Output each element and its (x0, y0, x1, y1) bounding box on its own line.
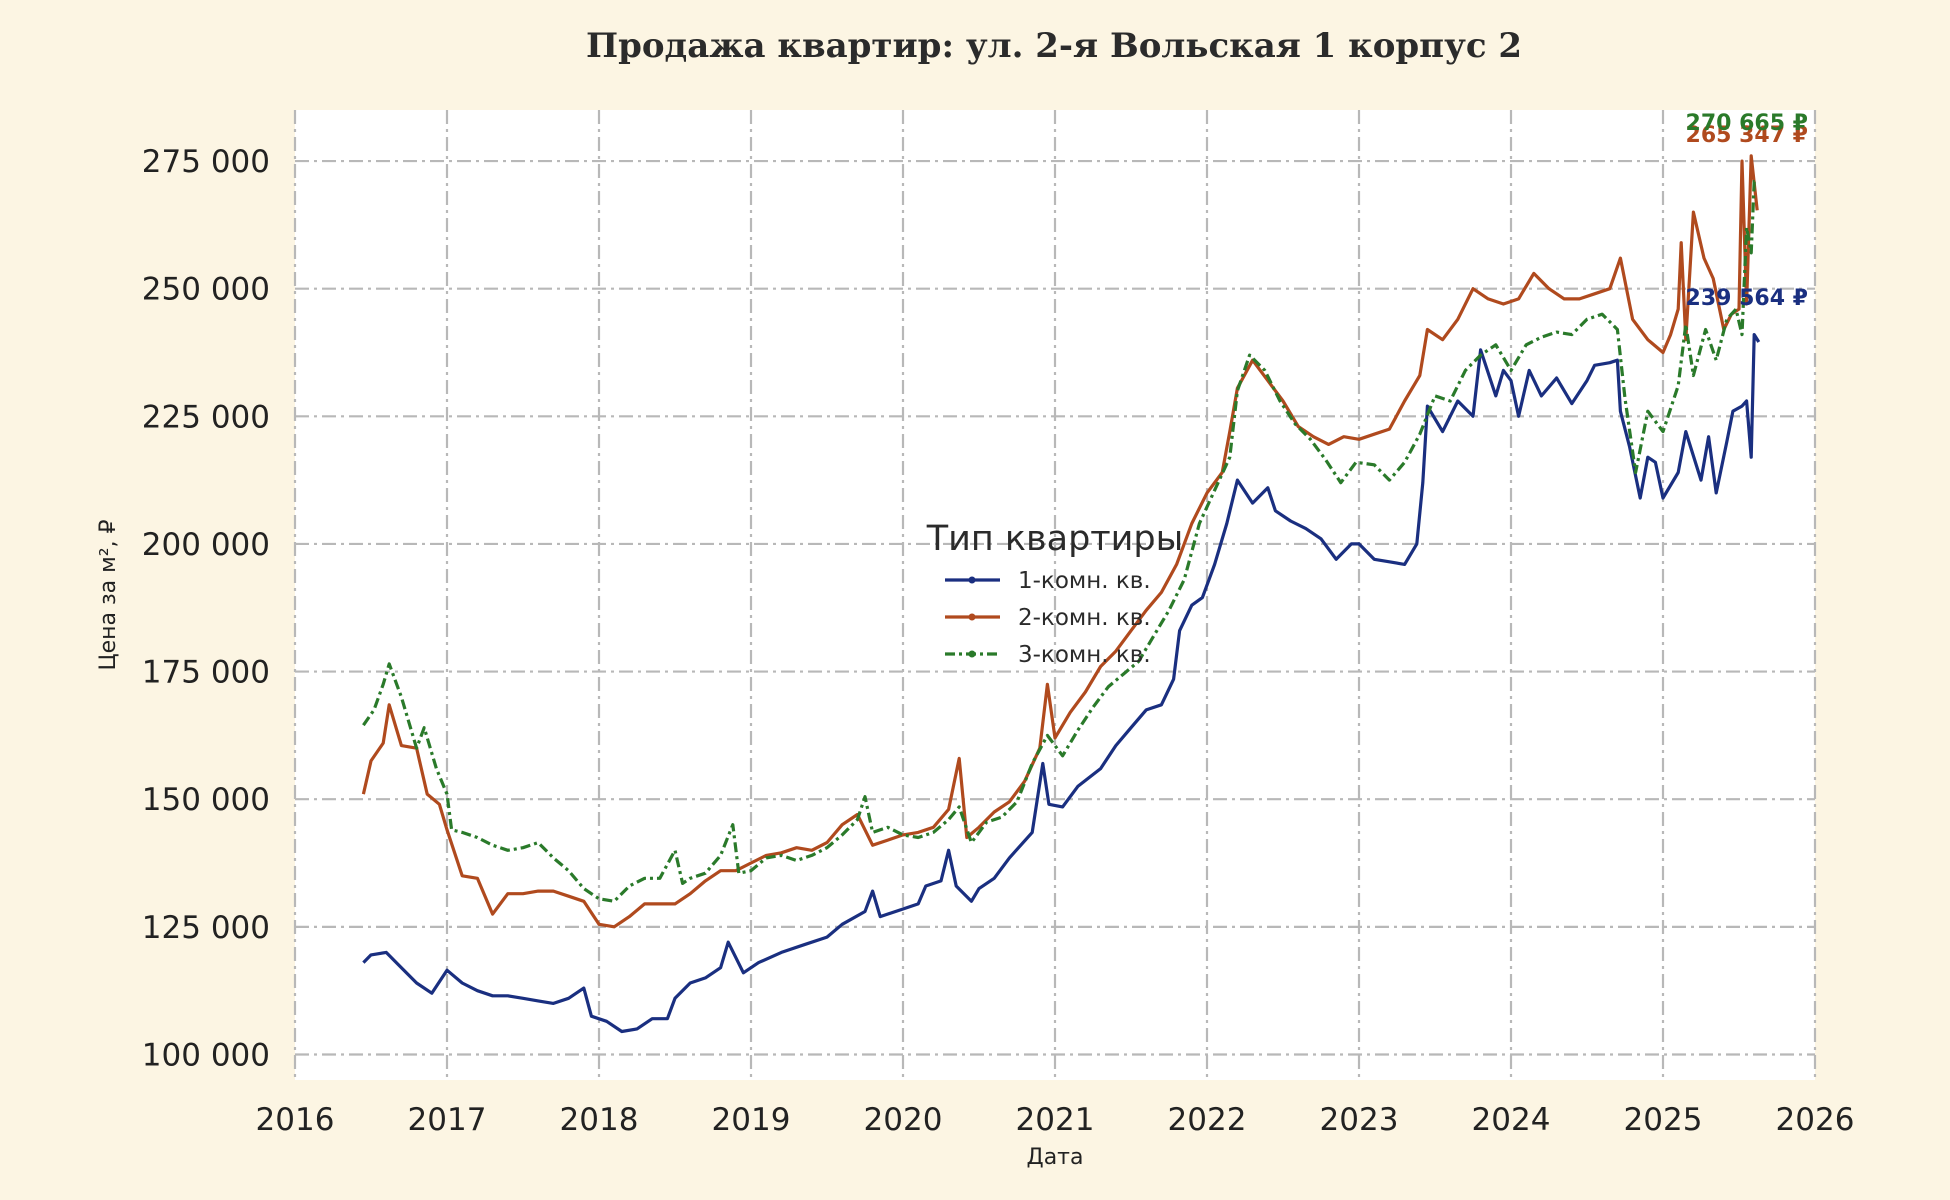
x-tick-label: 2017 (408, 1102, 487, 1138)
y-tick-label: 150 000 (142, 782, 270, 818)
x-axis-label: Дата (1027, 1145, 1084, 1170)
y-tick-label: 200 000 (142, 527, 270, 563)
series-line-3 (362, 179, 1758, 903)
y-axis-label: Цена за м², ₽ (96, 519, 121, 670)
x-tick-label: 2022 (1168, 1102, 1247, 1138)
y-tick-label: 175 000 (142, 655, 270, 691)
x-tick-label: 2023 (1320, 1102, 1399, 1138)
y-tick-label: 125 000 (142, 910, 270, 946)
x-tick-label: 2020 (864, 1102, 943, 1138)
x-tick-label: 2024 (1472, 1102, 1551, 1138)
x-tick-labels: 2016 2017 2018 2019 2020 2021 2022 2023 2024 2025… (256, 1102, 1855, 1138)
legend: Тип квартиры 1-комн. кв. 2-комн. кв. 3-ком… (926, 519, 1184, 668)
x-tick-label: 2026 (1776, 1102, 1855, 1138)
legend-marker (968, 576, 976, 584)
end-labels: 239 564 ₽ 265 347 ₽270 665 ₽ (1686, 111, 1808, 311)
x-tick-label: 2025 (1624, 1102, 1703, 1138)
y-tick-label: 250 000 (142, 272, 270, 308)
x-tick-label: 2016 (256, 1102, 335, 1138)
legend-marker (968, 650, 976, 658)
legend-entry-1: 1-комн. кв. (1018, 568, 1151, 594)
legend-marker (968, 613, 976, 621)
legend-entry-2: 2-комн. кв. (1018, 605, 1151, 631)
end-label-2: 265 347 ₽ (1686, 123, 1808, 148)
x-tick-label: 2019 (712, 1102, 791, 1138)
end-label-3: 270 665 ₽ (1686, 111, 1808, 136)
plot-area (295, 110, 1815, 1080)
x-tick-label: 2018 (560, 1102, 639, 1138)
y-tick-label: 225 000 (142, 399, 270, 435)
series-line-2 (361, 154, 1759, 929)
end-label-1: 239 564 ₽ (1686, 286, 1808, 311)
grid-lines (293, 110, 1817, 1080)
y-tick-label: 100 000 (142, 1037, 270, 1073)
x-tick-label: 2021 (1016, 1102, 1095, 1138)
legend-entry-3: 3-комн. кв. (1018, 642, 1151, 668)
y-tick-labels: 100 000 125 000 150 000 175 000 200 000 225 0… (142, 144, 270, 1073)
series-line-1 (362, 333, 1761, 1034)
series-lines (361, 154, 1761, 1034)
y-tick-label: 275 000 (142, 144, 270, 180)
legend-title: Тип квартиры (926, 519, 1184, 559)
chart-title: Продажа квартир: ул. 2-я Вольская 1 корп… (586, 26, 1522, 66)
